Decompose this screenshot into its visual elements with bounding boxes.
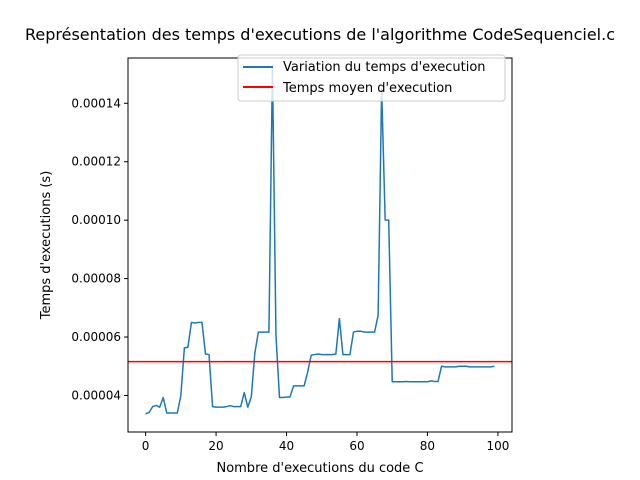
x-tick-label: 20: [208, 439, 223, 453]
legend-label-moyen: Temps moyen d'execution: [282, 81, 452, 96]
x-tick-label: 80: [420, 439, 435, 453]
y-tick-label: 0.00004: [71, 388, 121, 402]
x-axis: 0 20 40 60 80 100: [142, 432, 509, 453]
y-tick-label: 0.00010: [71, 213, 121, 227]
y-axis: 0.00004 0.00006 0.00008 0.00010 0.00012 0.000…: [71, 96, 128, 402]
y-tick-label: 0.00008: [71, 272, 121, 286]
legend-label-variation: Variation du temps d'execution: [283, 60, 486, 75]
y-tick-label: 0.00014: [71, 96, 121, 110]
x-tick-label: 100: [486, 439, 509, 453]
legend: Variation du temps d'execution Temps moy…: [237, 54, 506, 102]
legend-frame: [237, 54, 506, 102]
x-tick-label: 40: [279, 439, 294, 453]
plot-area: [128, 64, 512, 415]
y-axis-label: Temps d'executions (s): [39, 171, 54, 321]
y-tick-label: 0.00012: [71, 155, 121, 169]
y-tick-label: 0.00006: [71, 330, 121, 344]
series-line-variation: [145, 64, 495, 415]
chart-title: Représentation des temps d'executions de…: [25, 25, 615, 44]
x-tick-label: 0: [142, 439, 150, 453]
x-tick-label: 60: [349, 439, 364, 453]
x-axis-label: Nombre d'executions du code C: [216, 461, 423, 476]
